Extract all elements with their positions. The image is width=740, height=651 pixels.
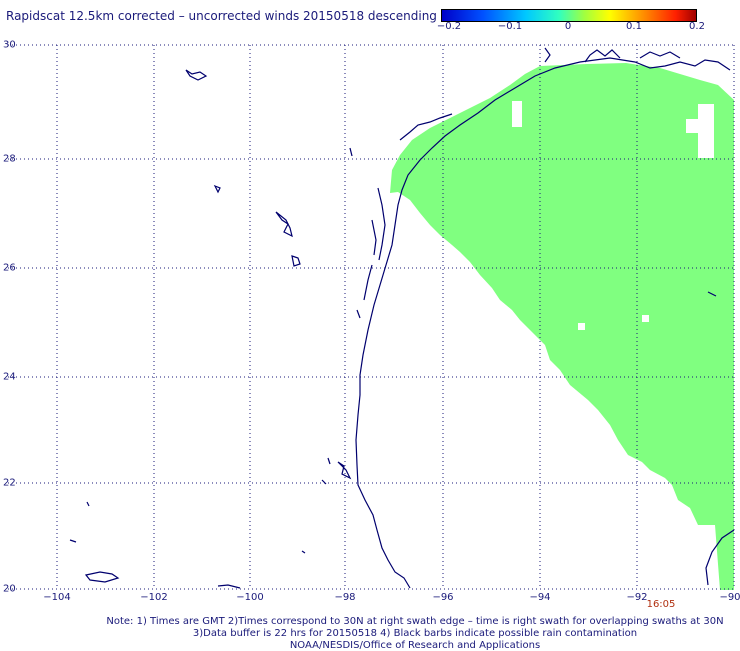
colorbar-tick: 0.1 (626, 21, 642, 32)
lon-tick-label: −104 (43, 592, 71, 603)
lon-tick-label: −96 (432, 592, 454, 603)
swath-gap (686, 119, 702, 133)
lon-tick-label: −92 (626, 592, 648, 603)
note-line: NOAA/NESDIS/Office of Research and Appli… (289, 640, 541, 651)
swath-gap (698, 104, 714, 158)
colorbar-tick: 0 (564, 21, 572, 32)
swath-gap (642, 315, 649, 322)
colorbar (441, 9, 697, 22)
wind-swath (390, 63, 734, 590)
note-line: 3)Data buffer is 22 hrs for 20150518 4) … (192, 628, 638, 639)
lon-tick-label: −102 (140, 592, 168, 603)
colorbar-tick: −0.1 (497, 21, 523, 32)
lon-tick-label: −100 (236, 592, 264, 603)
lon-tick-label: −90 (719, 592, 740, 603)
lat-tick-label: 26 (3, 262, 16, 274)
lon-tick-label: −98 (334, 592, 356, 603)
graticule (8, 44, 735, 590)
lat-tick-label: 28 (3, 153, 16, 165)
inland-water (69, 69, 361, 589)
note-line: Note: 1) Times are GMT 2)Times correspon… (106, 616, 724, 627)
swath-gap (578, 323, 585, 330)
lat-tick-label: 20 (3, 583, 16, 595)
swath-time-label: 16:05 (646, 599, 676, 610)
lat-tick-label: 24 (3, 371, 16, 383)
lat-tick-label: 22 (3, 477, 16, 489)
map-title: Rapidscat 12.5km corrected – uncorrected… (6, 9, 437, 23)
coastline (355, 47, 735, 589)
lon-tick-label: −94 (529, 592, 551, 603)
colorbar-tick: 0.2 (689, 21, 705, 32)
swath-gap (512, 101, 522, 127)
colorbar-tick: −0.2 (436, 21, 462, 32)
lat-tick-label: 30 (3, 39, 16, 51)
